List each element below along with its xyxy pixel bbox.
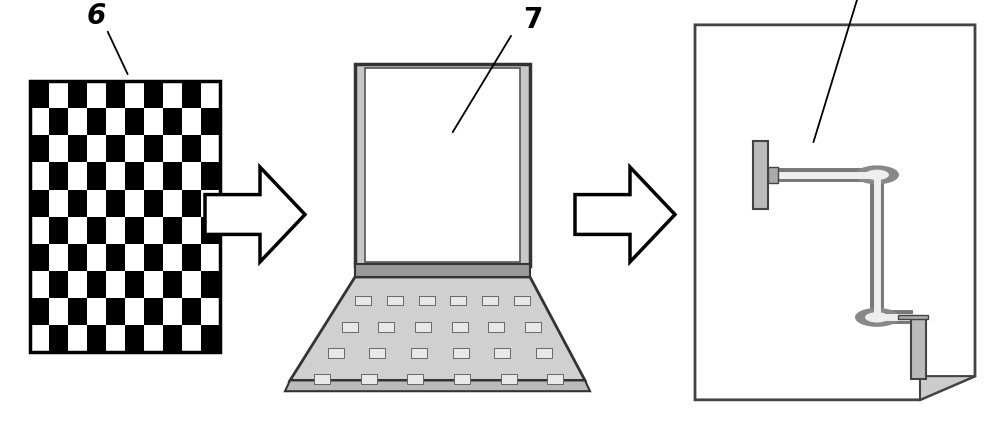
Circle shape bbox=[855, 166, 899, 185]
Bar bbox=[387, 296, 403, 306]
Polygon shape bbox=[290, 277, 585, 381]
Bar bbox=[49, 82, 68, 109]
Bar bbox=[30, 271, 49, 298]
Bar bbox=[753, 142, 768, 209]
Polygon shape bbox=[575, 168, 675, 262]
Bar bbox=[182, 326, 201, 353]
Bar bbox=[68, 217, 87, 244]
Bar bbox=[106, 163, 125, 190]
Circle shape bbox=[865, 170, 889, 181]
Bar bbox=[407, 374, 423, 384]
Polygon shape bbox=[285, 381, 590, 391]
Polygon shape bbox=[920, 376, 975, 400]
Bar bbox=[125, 244, 144, 271]
Bar bbox=[450, 296, 466, 306]
Bar bbox=[163, 244, 182, 271]
Bar bbox=[525, 322, 541, 332]
Bar bbox=[106, 271, 125, 298]
Bar bbox=[87, 244, 106, 271]
Bar bbox=[30, 217, 49, 244]
Bar bbox=[182, 163, 201, 190]
Bar bbox=[163, 82, 182, 109]
Bar bbox=[68, 109, 87, 136]
Bar bbox=[125, 136, 144, 163]
Bar bbox=[87, 82, 106, 109]
Bar bbox=[361, 374, 377, 384]
Bar bbox=[452, 322, 468, 332]
Bar bbox=[182, 109, 201, 136]
Bar bbox=[501, 374, 517, 384]
Bar bbox=[163, 136, 182, 163]
Bar bbox=[30, 82, 220, 353]
Bar bbox=[49, 244, 68, 271]
Bar bbox=[201, 190, 220, 217]
Bar bbox=[163, 190, 182, 217]
Bar bbox=[494, 348, 510, 358]
Polygon shape bbox=[695, 26, 975, 400]
Bar bbox=[125, 82, 144, 109]
Bar bbox=[144, 271, 163, 298]
Bar bbox=[201, 244, 220, 271]
Bar bbox=[106, 109, 125, 136]
Bar bbox=[182, 271, 201, 298]
Bar bbox=[415, 322, 431, 332]
Bar bbox=[419, 296, 435, 306]
Bar bbox=[87, 190, 106, 217]
Bar bbox=[536, 348, 552, 358]
Bar bbox=[125, 190, 144, 217]
Bar bbox=[125, 298, 144, 326]
Bar bbox=[30, 109, 49, 136]
Bar bbox=[898, 316, 928, 320]
Bar bbox=[514, 296, 530, 306]
Bar bbox=[453, 348, 469, 358]
Bar bbox=[87, 136, 106, 163]
Bar bbox=[49, 190, 68, 217]
Bar bbox=[68, 271, 87, 298]
Bar bbox=[144, 109, 163, 136]
Bar bbox=[378, 322, 394, 332]
Bar bbox=[201, 136, 220, 163]
Bar bbox=[30, 326, 49, 353]
Bar bbox=[144, 163, 163, 190]
Bar bbox=[49, 298, 68, 326]
Bar bbox=[68, 326, 87, 353]
Bar bbox=[365, 69, 520, 262]
Bar bbox=[768, 168, 778, 183]
Bar bbox=[182, 217, 201, 244]
Bar bbox=[144, 326, 163, 353]
Bar bbox=[30, 163, 49, 190]
Bar bbox=[342, 322, 358, 332]
Bar bbox=[454, 374, 470, 384]
Bar bbox=[328, 348, 344, 358]
Circle shape bbox=[865, 313, 889, 323]
Polygon shape bbox=[205, 168, 305, 262]
Bar bbox=[547, 374, 563, 384]
Bar bbox=[163, 298, 182, 326]
Text: 6: 6 bbox=[87, 2, 106, 30]
Bar bbox=[68, 163, 87, 190]
Bar bbox=[30, 82, 220, 353]
Bar bbox=[911, 320, 926, 380]
Bar bbox=[106, 217, 125, 244]
Bar bbox=[411, 348, 427, 358]
Bar bbox=[488, 322, 504, 332]
Bar bbox=[87, 298, 106, 326]
Bar bbox=[314, 374, 330, 384]
Bar bbox=[482, 296, 498, 306]
Bar bbox=[355, 264, 530, 277]
Bar bbox=[201, 298, 220, 326]
Bar bbox=[369, 348, 385, 358]
Text: 7: 7 bbox=[523, 6, 542, 34]
Bar bbox=[355, 296, 371, 306]
Circle shape bbox=[855, 308, 899, 327]
Bar bbox=[144, 217, 163, 244]
Bar bbox=[106, 326, 125, 353]
Bar bbox=[49, 136, 68, 163]
Bar bbox=[201, 82, 220, 109]
Bar bbox=[355, 64, 530, 267]
